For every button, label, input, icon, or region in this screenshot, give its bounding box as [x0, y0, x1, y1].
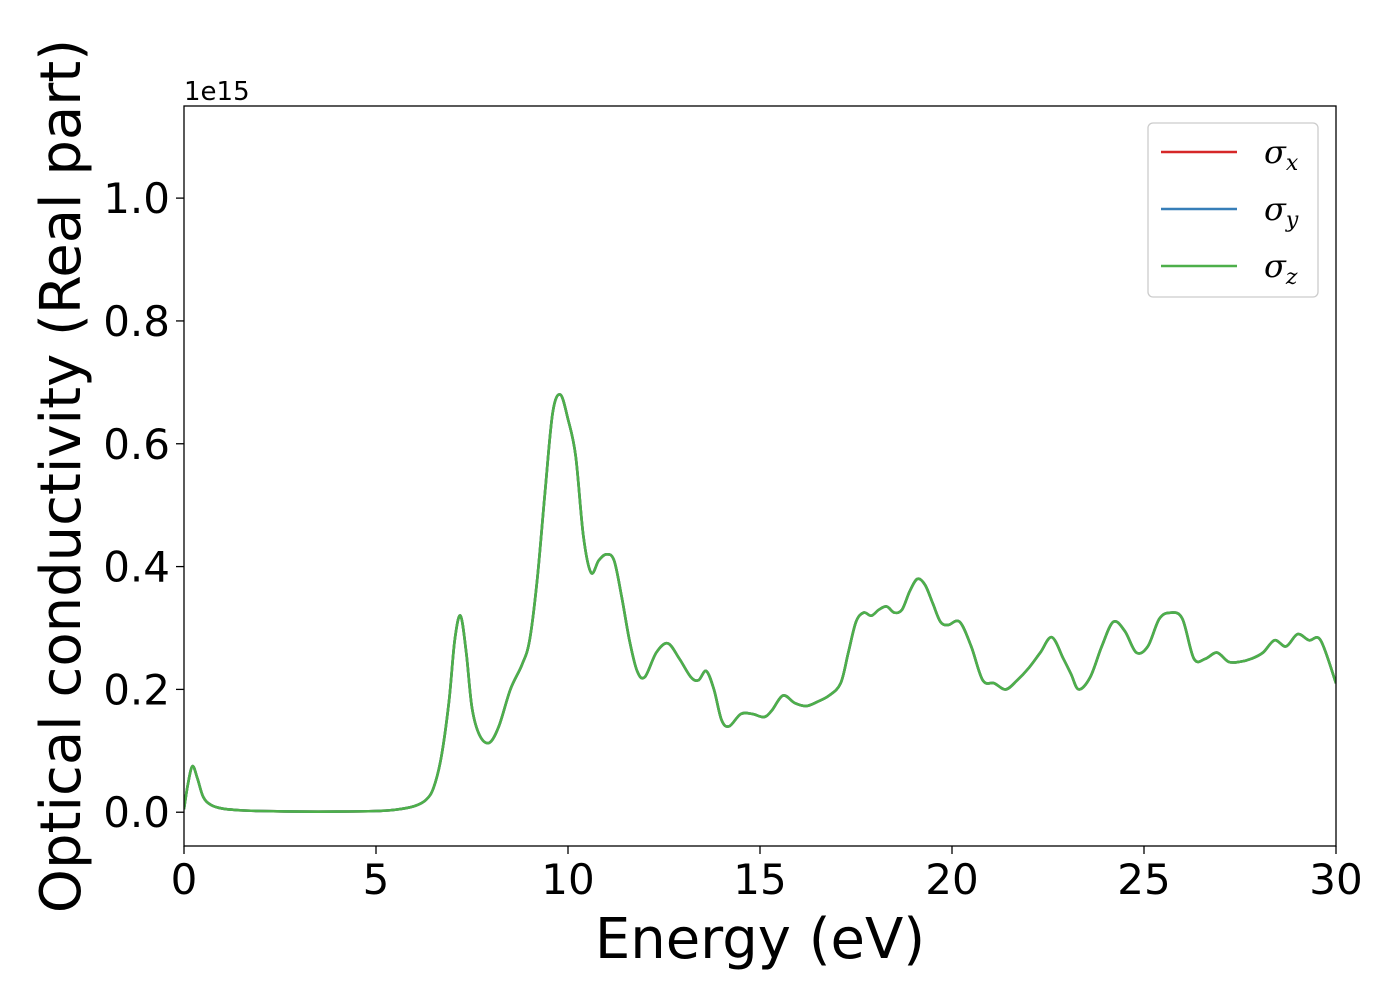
series-line-1	[184, 393, 1336, 813]
y-tick-label: 0.4	[103, 543, 170, 592]
y-tick-label: 0.8	[103, 297, 170, 346]
legend-label: σy	[1264, 190, 1299, 233]
y-tick-label: 0.6	[103, 420, 170, 469]
series-line-3	[184, 393, 1336, 813]
y-axis-offset-label: 1e15	[184, 77, 250, 107]
y-tick-label: 0.0	[103, 788, 170, 837]
x-tick-label: 5	[363, 855, 390, 904]
legend-label: σz	[1264, 247, 1298, 290]
x-tick-label: 0	[171, 855, 198, 904]
y-axis-ticks: 0.0 0.2 0.4 0.6 0.8 1.0	[103, 174, 184, 837]
legend-label: σx	[1264, 133, 1299, 176]
y-tick-label: 0.2	[103, 665, 170, 714]
x-tick-label: 25	[1117, 855, 1170, 904]
legend: σx σy σz	[1147, 122, 1319, 298]
y-axis-title: Optical conductivity (Real part)	[29, 39, 94, 913]
x-tick-label: 30	[1309, 855, 1362, 904]
x-tick-label: 10	[541, 855, 594, 904]
series-layer	[184, 393, 1336, 813]
x-tick-label: 20	[925, 855, 978, 904]
series-line-2	[184, 393, 1336, 813]
y-tick-label: 1.0	[103, 174, 170, 223]
x-tick-label: 15	[733, 855, 786, 904]
x-axis-ticks: 0 5 10 15 20 25 30	[171, 846, 1363, 904]
x-axis-title: Energy (eV)	[595, 907, 925, 972]
